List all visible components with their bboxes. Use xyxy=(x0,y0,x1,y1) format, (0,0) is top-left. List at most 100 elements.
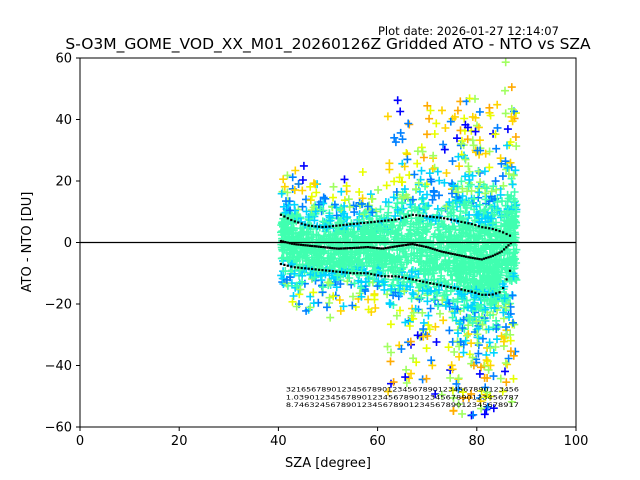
mean-point xyxy=(433,248,436,251)
scatter-point xyxy=(509,351,518,360)
lower-sigma-point xyxy=(345,271,348,274)
scatter-point xyxy=(492,206,501,215)
scatter-point xyxy=(366,190,375,199)
mean-point xyxy=(451,252,454,255)
scatter-point xyxy=(435,191,443,200)
scatter-point xyxy=(399,263,408,272)
scatter-point xyxy=(327,253,336,262)
scatter-point xyxy=(440,221,449,230)
scatter-point xyxy=(457,139,466,148)
scatter-point xyxy=(395,173,404,182)
upper-sigma-point xyxy=(394,218,397,221)
scatter-point xyxy=(397,198,406,207)
chart-title: S-O3M_GOME_VOD_XX_M01_20260126Z Gridded … xyxy=(65,35,591,54)
lower-sigma-point xyxy=(286,264,289,267)
scatter-point xyxy=(449,259,458,268)
scatter-point xyxy=(453,134,461,143)
scatter-point xyxy=(350,279,359,288)
scatter-point xyxy=(376,205,385,214)
scatter-point xyxy=(404,210,413,219)
lower-sigma-point xyxy=(300,266,303,270)
lower-sigma-point xyxy=(356,272,359,275)
scatter-point xyxy=(291,166,300,175)
scatter-point xyxy=(451,196,460,205)
scatter-point xyxy=(485,338,494,347)
scatter-point xyxy=(292,302,301,311)
scatter-point xyxy=(282,197,290,206)
scatter-point xyxy=(316,271,325,280)
scatter-point xyxy=(428,195,437,204)
scatter-point xyxy=(306,182,315,191)
scatter-point xyxy=(384,387,393,396)
mean-point xyxy=(415,243,419,247)
scatter-point xyxy=(339,302,348,311)
scatter-point xyxy=(335,296,344,304)
scatter-point xyxy=(481,189,490,198)
scatter-point xyxy=(455,320,464,328)
scatter-point xyxy=(464,162,473,171)
scatter-point xyxy=(407,268,416,276)
scatter-point xyxy=(432,338,441,346)
scatter-point xyxy=(481,383,490,392)
scatter-point xyxy=(306,270,315,279)
scatter-point xyxy=(453,106,462,115)
scatter-point xyxy=(417,251,426,260)
scatter-point xyxy=(482,184,491,193)
scatter-point xyxy=(478,334,487,343)
scatter-point xyxy=(488,298,497,307)
upper-sigma-point xyxy=(328,225,331,228)
lower-sigma-point xyxy=(304,267,307,270)
scatter-point xyxy=(357,233,366,242)
scatter-point xyxy=(427,276,436,285)
upper-sigma-point xyxy=(443,217,446,220)
scatter-point xyxy=(496,190,505,199)
scatter-point xyxy=(465,314,474,323)
scatter-point xyxy=(418,194,427,202)
mean-point xyxy=(411,243,414,246)
scatter-point xyxy=(353,261,362,270)
scatter-point xyxy=(290,269,299,278)
scatter-point xyxy=(405,322,414,330)
lower-sigma-point xyxy=(321,269,324,272)
scatter-point xyxy=(374,277,383,286)
scatter-point xyxy=(323,303,331,312)
scatter-point xyxy=(478,320,487,329)
scatter-point xyxy=(402,149,411,157)
scatter-point xyxy=(400,162,409,171)
scatter-point xyxy=(491,130,500,139)
scatter-point xyxy=(469,410,478,419)
scatter-point xyxy=(444,223,453,232)
lower-sigma-point xyxy=(463,289,466,292)
lower-sigma-point xyxy=(474,291,477,294)
mean-point xyxy=(447,251,450,255)
mean-point xyxy=(369,246,372,249)
scatter-point xyxy=(310,273,319,282)
scatter-point xyxy=(499,232,508,241)
x-tick-label: 0 xyxy=(76,434,84,449)
scatter-point xyxy=(358,194,367,203)
scatter-point xyxy=(281,267,290,275)
scatter-point xyxy=(477,387,486,395)
scatter-point xyxy=(456,232,465,241)
scatter-point xyxy=(338,260,347,269)
mean-point xyxy=(326,246,329,249)
scatter-point xyxy=(375,233,384,242)
scatter-point xyxy=(503,197,512,206)
mean-point xyxy=(317,245,320,248)
scatter-point xyxy=(508,291,517,300)
scatter-point xyxy=(510,188,519,196)
scatter-point xyxy=(444,257,453,266)
lower-sigma-point xyxy=(443,284,446,288)
scatter-point xyxy=(468,319,477,328)
scatter-point xyxy=(476,268,485,276)
scatter-point xyxy=(346,258,355,267)
scatter-point xyxy=(490,264,499,273)
scatter-point xyxy=(416,280,425,289)
lower-sigma-point xyxy=(293,266,296,269)
scatter-point xyxy=(355,215,363,224)
scatter-point xyxy=(506,347,515,356)
scatter-point xyxy=(355,256,364,265)
y-tick-label: 0 xyxy=(64,236,72,251)
scatter-point xyxy=(309,288,318,297)
scatter-point xyxy=(459,282,468,290)
